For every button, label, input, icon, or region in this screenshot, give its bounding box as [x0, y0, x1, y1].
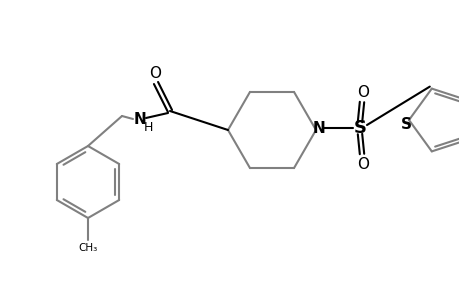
Text: S: S — [353, 119, 366, 137]
Text: O: O — [149, 65, 161, 80]
Text: O: O — [356, 85, 368, 100]
Text: CH₃: CH₃ — [78, 243, 97, 253]
Text: O: O — [356, 157, 368, 172]
Text: N: N — [133, 112, 146, 127]
Text: H: H — [143, 121, 152, 134]
Text: N: N — [312, 121, 325, 136]
Text: S: S — [400, 116, 411, 131]
